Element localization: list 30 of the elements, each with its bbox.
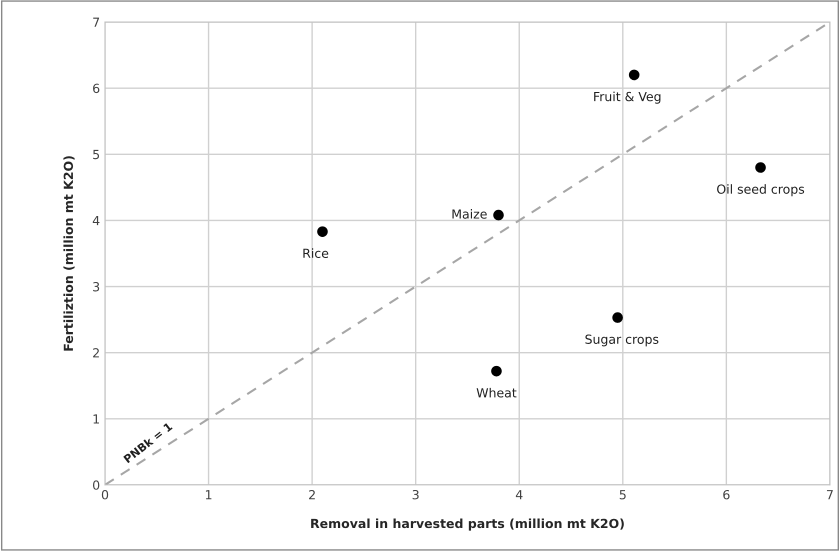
y-tick-label: 6	[93, 84, 100, 94]
point	[612, 312, 623, 323]
annotation: Sugar crops	[585, 334, 658, 346]
x-tick-label: 2	[309, 490, 315, 500]
x-tick-label: 5	[620, 490, 626, 500]
y-tick-label: 7	[93, 18, 100, 27]
annotation: Maize	[452, 209, 487, 219]
y-tick-label: 2	[93, 348, 99, 358]
y-tick-label: 4	[92, 216, 100, 226]
point	[755, 162, 766, 173]
y-tick-label: 1	[94, 414, 99, 424]
x-tick-label: 7	[826, 490, 833, 500]
point	[493, 210, 504, 220]
point	[491, 366, 502, 376]
point	[628, 70, 640, 80]
annotation: Oil seed crops	[717, 184, 804, 196]
annotation: Wheat	[476, 388, 516, 398]
y-tick-label: 3	[93, 282, 100, 292]
x-tick-label: 3	[412, 490, 419, 500]
annotation: Rice	[303, 248, 328, 258]
annotation: Fruit & Veg	[594, 92, 660, 104]
x-tick-label: 1	[206, 490, 212, 500]
y-tick-label: 0	[93, 480, 100, 490]
x-tick-label: 4	[516, 490, 523, 500]
x-axis-title: Removal in harvested parts (million mt K2O)	[311, 518, 624, 531]
y-tick-label: 5	[93, 150, 100, 160]
x-tick-label: 0	[102, 490, 108, 500]
y-axis-title: Fertiliztion (million mt K2O)	[63, 156, 75, 351]
point	[317, 226, 328, 237]
x-tick-label: 6	[723, 490, 730, 500]
